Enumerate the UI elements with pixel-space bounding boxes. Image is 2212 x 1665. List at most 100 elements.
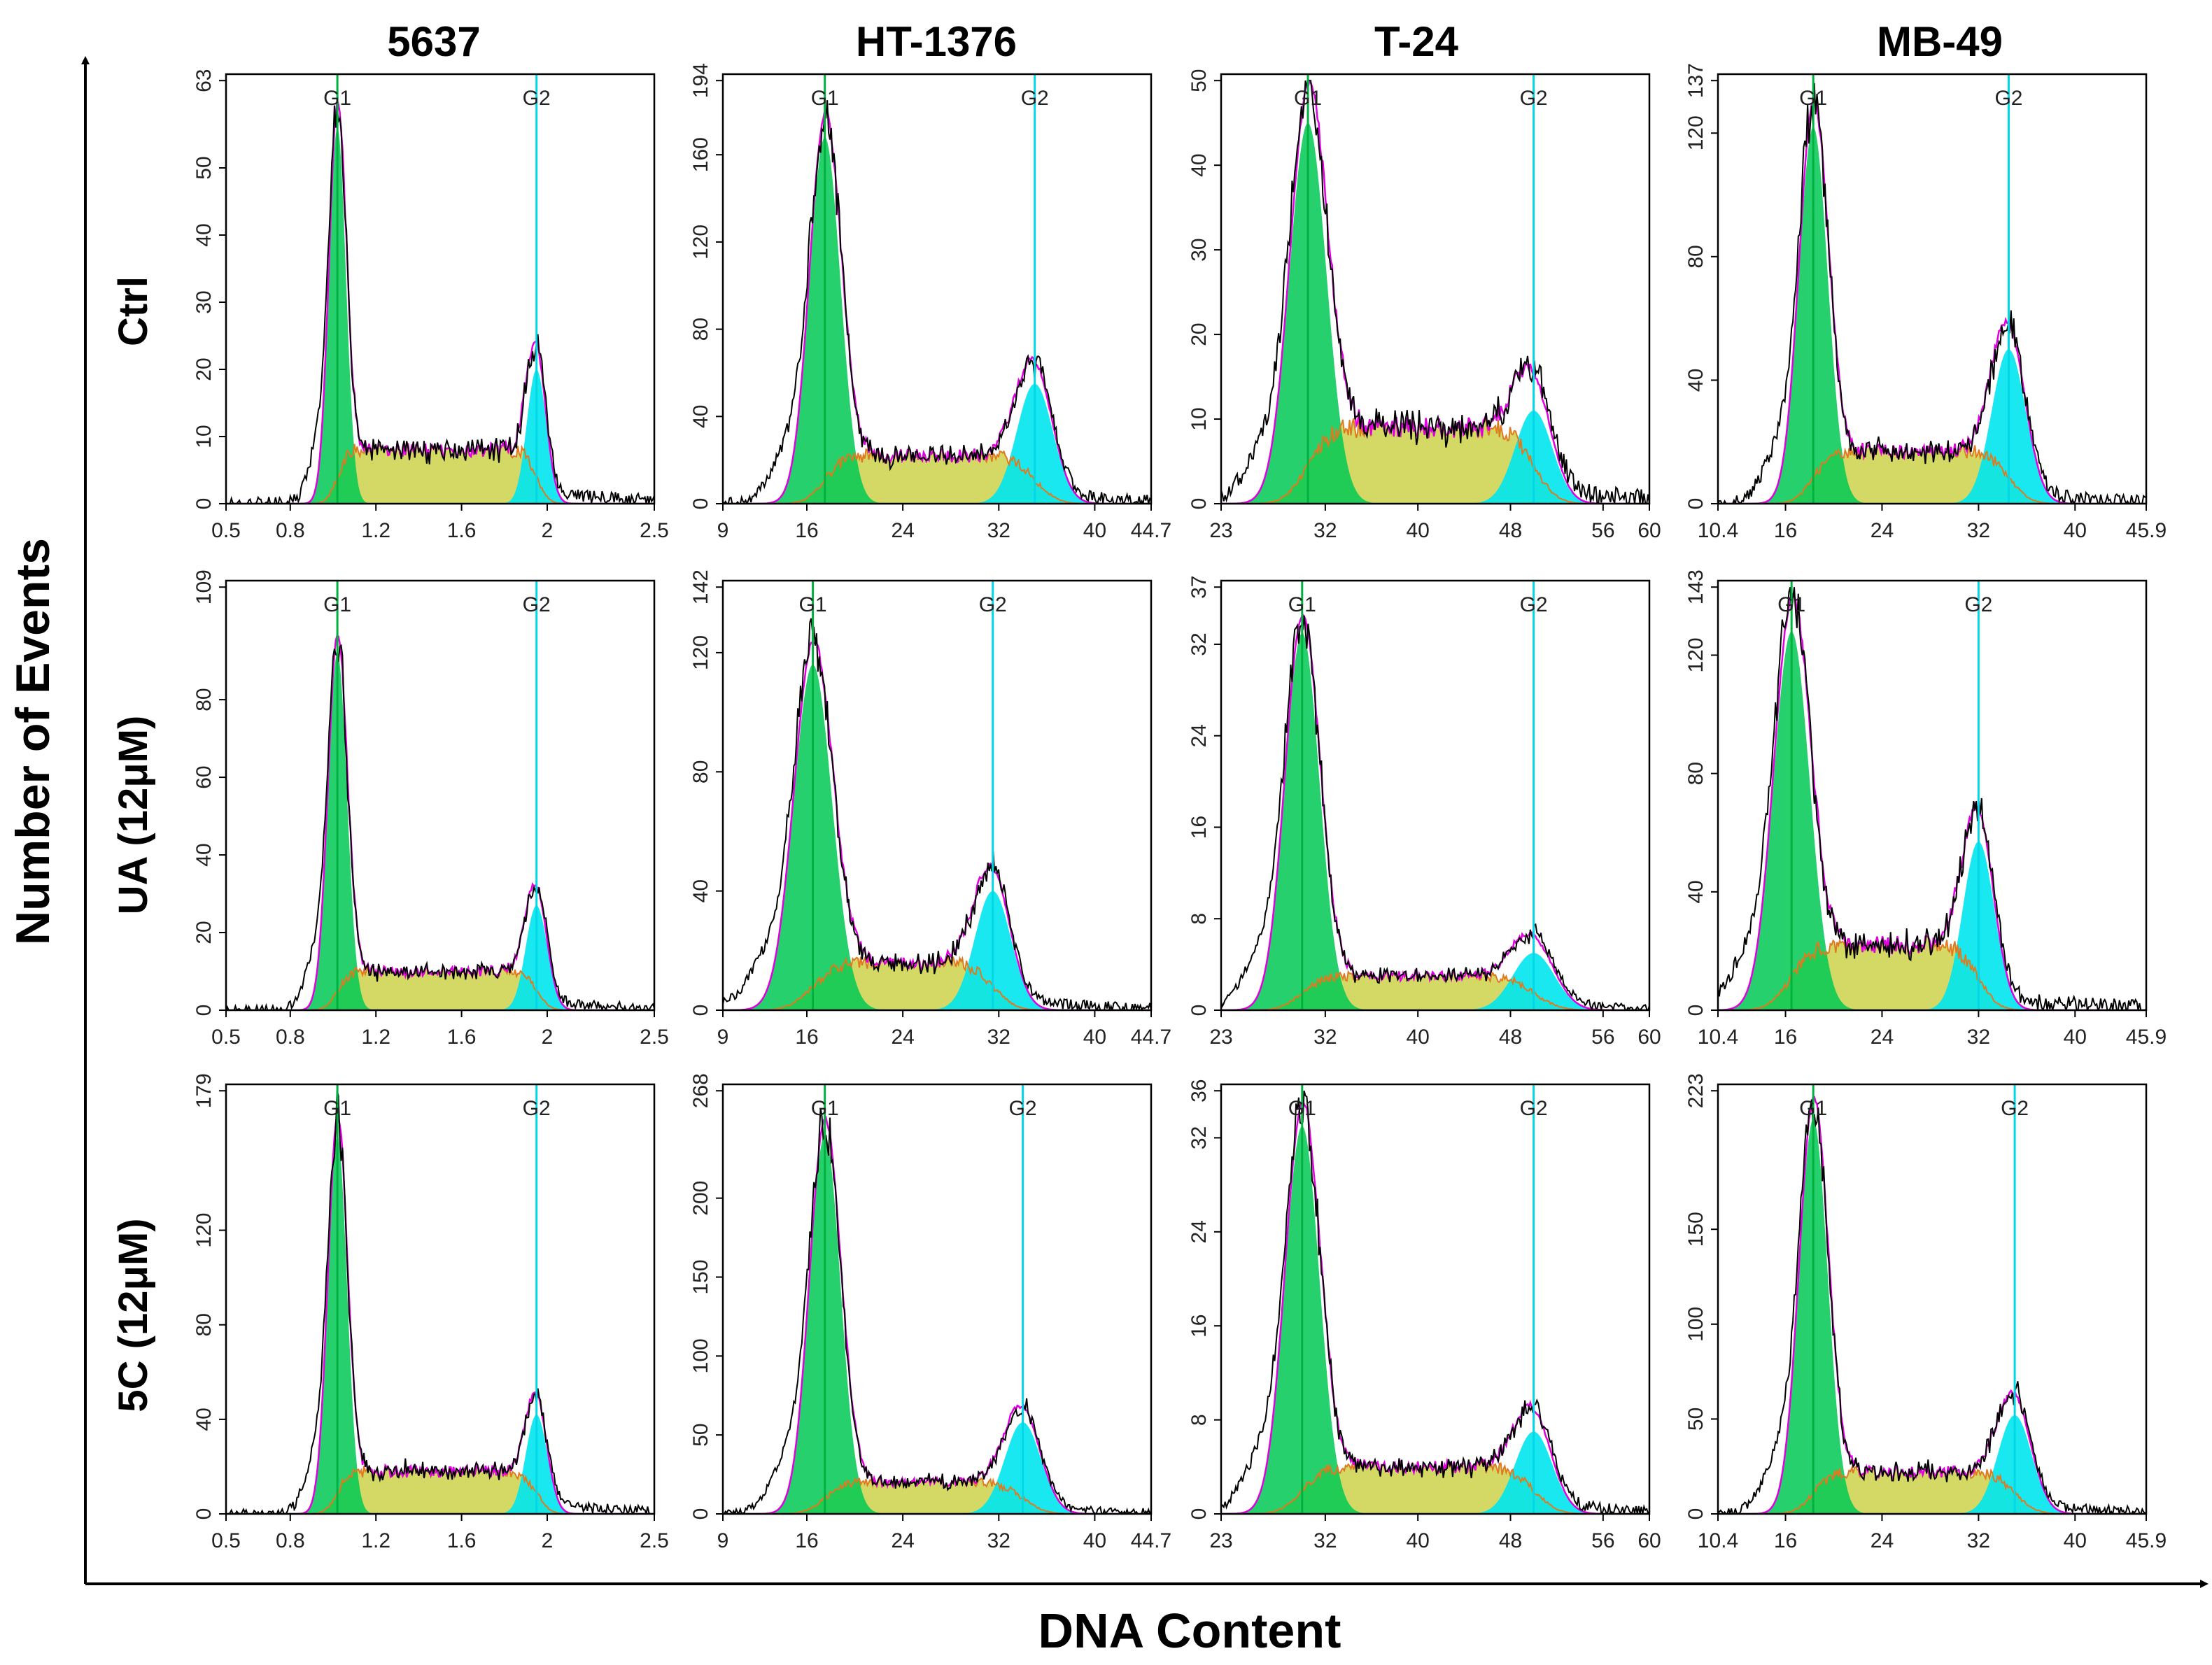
panel-frame xyxy=(721,73,1153,505)
x-tick-label: 16 xyxy=(795,1529,818,1552)
x-tick-label: 1.6 xyxy=(447,519,477,542)
panel-ctrl-ht-1376-plot xyxy=(723,100,1151,504)
y-tick-label: 179 xyxy=(192,1073,216,1108)
y-tick-label: 120 xyxy=(1684,115,1707,150)
g1-marker-label: G1 xyxy=(323,87,351,110)
panel-ctrl-5637: G1 G2 0.5 0.8 1.2 1.6 2 2.5 0 10 20 30 40 50 63 xyxy=(192,69,669,542)
g1-peak-area xyxy=(1221,632,1649,1010)
y-tick-label: 32 xyxy=(1188,632,1211,656)
panel-ctrl-mb-49-plot xyxy=(1718,83,2146,504)
y-tick-label: 142 xyxy=(689,569,712,604)
panel-ua-12-m-5637-plot xyxy=(226,635,654,1010)
row-label-ctrl: Ctrl xyxy=(111,276,156,346)
y-tick-label: 0 xyxy=(689,1508,712,1520)
y-tick-label: 100 xyxy=(689,1338,712,1373)
y-tick-label: 109 xyxy=(192,569,216,604)
y-tick-label: 8 xyxy=(1188,1414,1211,1426)
x-tick-label: 1.6 xyxy=(447,1529,477,1552)
panel-frame xyxy=(225,73,656,505)
y-tick-label: 150 xyxy=(689,1259,712,1294)
panel-frame xyxy=(721,1083,1153,1515)
panel-ua-12-m-t-24-plot xyxy=(1221,613,1649,1010)
x-tick-label: 1.2 xyxy=(361,1529,390,1552)
g1-marker-label: G1 xyxy=(1777,593,1805,616)
panel-5c-12-m-mb-49-plot xyxy=(1718,1096,2146,1514)
x-tick-label: 1.2 xyxy=(361,1026,390,1049)
x-tick-label: 48 xyxy=(1499,1529,1522,1552)
panel-frame xyxy=(1220,579,1651,1012)
g2-marker-label: G2 xyxy=(1520,593,1548,616)
y-tick-label: 137 xyxy=(1684,63,1707,98)
g2-peak-area xyxy=(723,383,1151,504)
x-tick-label: 1.6 xyxy=(447,1026,477,1049)
g1-marker-label: G1 xyxy=(1288,1097,1316,1120)
y-tick-label: 16 xyxy=(1188,816,1211,839)
y-tick-label: 32 xyxy=(1188,1126,1211,1149)
y-tick-label: 120 xyxy=(192,1213,216,1248)
x-tick-label: 1.2 xyxy=(361,519,390,542)
x-tick-label: 32 xyxy=(1313,1026,1337,1049)
g2-marker-label: G2 xyxy=(1009,1097,1037,1120)
x-tick-label: 16 xyxy=(1774,1026,1797,1049)
g2-peak-area xyxy=(226,1415,654,1514)
histogram-data-line xyxy=(1221,615,1649,1010)
column-title-ht-1376: HT-1376 xyxy=(856,18,1017,65)
g2-peak-area xyxy=(1221,1431,1649,1514)
y-tick-label: 37 xyxy=(1188,576,1211,599)
g2-peak-area xyxy=(226,905,654,1010)
x-tick-label: 40 xyxy=(1407,1529,1430,1552)
g2-marker-label: G2 xyxy=(979,593,1007,616)
g2-peak-area xyxy=(226,369,654,504)
panel-ua-12-m-5637: G1 G2 0.5 0.8 1.2 1.6 2 2.5 0 20 40 60 80 109 xyxy=(192,569,669,1049)
model-fit-line xyxy=(226,100,654,504)
g1-peak-area xyxy=(723,137,1151,504)
x-tick-label: 0.8 xyxy=(276,519,305,542)
g2-marker-label: G2 xyxy=(2001,1097,2029,1120)
x-tick-label: 44.7 xyxy=(1131,1026,1171,1049)
g1-peak-area xyxy=(1221,122,1649,504)
x-tick-label: 2 xyxy=(542,1529,554,1552)
g1-marker-label: G1 xyxy=(1799,87,1827,110)
panel-5c-12-m-5637-plot xyxy=(226,1090,654,1514)
x-tick-label: 45.9 xyxy=(2126,1529,2167,1552)
x-tick-label: 40 xyxy=(1407,519,1430,542)
x-tick-label: 40 xyxy=(1407,1026,1430,1049)
histogram-data-line xyxy=(723,618,1151,1010)
panel-5c-12-m-5637: G1 G2 0.5 0.8 1.2 1.6 2 2.5 0 40 80 120 179 xyxy=(192,1073,669,1552)
x-tick-label: 40 xyxy=(1083,519,1106,542)
x-tick-label: 2.5 xyxy=(640,519,669,542)
histogram-data-line xyxy=(1718,83,2146,504)
y-tick-label: 40 xyxy=(1188,153,1211,176)
model-fit-line xyxy=(1221,1096,1649,1514)
y-tick-label: 194 xyxy=(689,63,712,98)
panel-ua-12-m-ht-1376-plot xyxy=(723,618,1151,1010)
y-tick-label: 0 xyxy=(192,1508,216,1520)
y-tick-label: 40 xyxy=(192,1408,216,1431)
y-tick-label: 0 xyxy=(192,1005,216,1016)
g2-marker-label: G2 xyxy=(523,87,551,110)
g2-marker-label: G2 xyxy=(523,1097,551,1120)
y-tick-label: 10 xyxy=(1188,407,1211,430)
panel-ctrl-5637-plot xyxy=(226,100,654,504)
x-tick-label: 40 xyxy=(2064,519,2087,542)
g2-marker-label: G2 xyxy=(1994,87,2022,110)
g1-marker-label: G1 xyxy=(811,1097,839,1120)
histogram-data-line xyxy=(226,644,654,1010)
x-tick-label: 40 xyxy=(2064,1529,2087,1552)
x-tick-label: 45.9 xyxy=(2126,1026,2167,1049)
x-tick-label: 16 xyxy=(795,519,818,542)
y-tick-label: 50 xyxy=(192,156,216,179)
y-tick-label: 0 xyxy=(1684,1508,1707,1520)
x-tick-label: 48 xyxy=(1499,519,1522,542)
g1-marker-label: G1 xyxy=(811,87,839,110)
row-label-ua: UA (12μM) xyxy=(111,716,156,915)
panel-frame xyxy=(1717,1083,2148,1515)
column-title-5637: 5637 xyxy=(387,18,480,65)
y-tick-label: 0 xyxy=(1684,1005,1707,1016)
model-fit-line xyxy=(1718,98,2146,504)
y-tick-label: 0 xyxy=(689,498,712,510)
histogram-data-line xyxy=(1718,1099,2146,1514)
x-tick-label: 10.4 xyxy=(1698,1026,1738,1049)
panel-ctrl-ht-1376: G1 G2 9 16 24 32 40 44.7 0 40 80 120 160 194 xyxy=(689,63,1171,542)
